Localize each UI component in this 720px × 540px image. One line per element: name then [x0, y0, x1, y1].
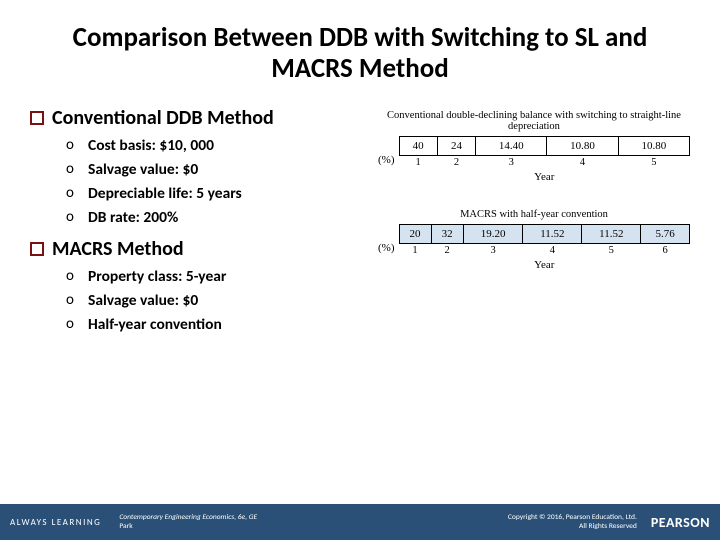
right-column: Conventional double-declining balance wi… [378, 102, 690, 343]
book-title: Contemporary Engineering Economics, 6e, … [119, 513, 508, 531]
macrs-item-0: Property class: 5-year [88, 267, 226, 288]
macrs-year-4: 5 [582, 244, 641, 258]
book-name: Contemporary Engineering Economics, 6e, … [119, 513, 257, 522]
macrs-item-2: Half-year convention [88, 315, 222, 336]
ddb-item-1: Salvage value: $0 [88, 160, 198, 181]
book-author: Park [119, 522, 508, 531]
macrs-year-5: 6 [641, 244, 690, 258]
ddb-year-0: 1 [399, 156, 437, 170]
slide: Comparison Between DDB with Switching to… [0, 0, 720, 540]
macrs-year-2: 3 [463, 244, 523, 258]
macrs-year-0: 1 [399, 244, 431, 258]
copyright-line1: Copyright © 2016, Pearson Education, Ltd… [508, 513, 637, 522]
circle-bullet-icon: o [66, 267, 78, 288]
macrs-year-label: Year [399, 259, 691, 271]
macrs-cell-3: 11.52 [523, 225, 582, 244]
section-title-ddb: Conventional DDB Method [52, 106, 274, 130]
list-item: o Property class: 5-year [66, 267, 368, 288]
macrs-table-caption: MACRS with half-year convention [378, 209, 690, 220]
table-row: 40 24 14.40 10.80 10.80 [399, 137, 690, 156]
ddb-sublist: o Cost basis: $10, 000 o Salvage value: … [30, 136, 368, 229]
pct-label: (%) [378, 154, 399, 166]
ddb-item-3: DB rate: 200% [88, 208, 178, 229]
copyright-line2: All Rights Reserved [508, 522, 637, 531]
checkbox-bullet-icon [30, 111, 44, 125]
always-learning-text: ALWAYS LEARNING [10, 517, 101, 528]
macrs-cell-1: 32 [431, 225, 463, 244]
section-title-macrs: MACRS Method [52, 237, 184, 261]
section-head-macrs: MACRS Method [30, 237, 368, 261]
ddb-cell-3: 10.80 [547, 137, 618, 156]
list-item: o Half-year convention [66, 315, 368, 336]
ddb-year-2: 3 [476, 156, 547, 170]
ddb-table: 40 24 14.40 10.80 10.80 1 2 3 4 [399, 136, 691, 169]
table-row: 1 2 3 4 5 6 [399, 244, 690, 258]
circle-bullet-icon: o [66, 136, 78, 157]
pct-label: (%) [378, 242, 399, 254]
macrs-cell-4: 11.52 [582, 225, 641, 244]
ddb-year-1: 2 [437, 156, 475, 170]
list-item: o Salvage value: $0 [66, 291, 368, 312]
ddb-table-block: Conventional double-declining balance wi… [378, 110, 690, 183]
footer-bar: ALWAYS LEARNING Contemporary Engineering… [0, 504, 720, 540]
ddb-item-0: Cost basis: $10, 000 [88, 136, 214, 157]
circle-bullet-icon: o [66, 291, 78, 312]
ddb-year-label: Year [399, 171, 691, 183]
ddb-table-caption: Conventional double-declining balance wi… [378, 110, 690, 132]
ddb-cell-4: 10.80 [618, 137, 689, 156]
macrs-cell-0: 20 [399, 225, 431, 244]
ddb-year-4: 5 [618, 156, 689, 170]
macrs-year-1: 2 [431, 244, 463, 258]
slide-title: Comparison Between DDB with Switching to… [30, 22, 690, 84]
macrs-table: 20 32 19.20 11.52 11.52 5.76 1 2 3 [399, 224, 691, 257]
macrs-item-1: Salvage value: $0 [88, 291, 198, 312]
ddb-cell-1: 24 [437, 137, 475, 156]
table-row: 1 2 3 4 5 [399, 156, 690, 170]
circle-bullet-icon: o [66, 184, 78, 205]
list-item: o DB rate: 200% [66, 208, 368, 229]
macrs-table-block: MACRS with half-year convention (%) 20 3… [378, 209, 690, 271]
circle-bullet-icon: o [66, 315, 78, 336]
table-row: 20 32 19.20 11.52 11.52 5.76 [399, 225, 690, 244]
circle-bullet-icon: o [66, 160, 78, 181]
macrs-sublist: o Property class: 5-year o Salvage value… [30, 267, 368, 336]
checkbox-bullet-icon [30, 242, 44, 256]
list-item: o Salvage value: $0 [66, 160, 368, 181]
ddb-cell-2: 14.40 [476, 137, 547, 156]
macrs-cell-5: 5.76 [641, 225, 690, 244]
macrs-cell-2: 19.20 [463, 225, 523, 244]
content-area: Conventional DDB Method o Cost basis: $1… [30, 102, 690, 343]
list-item: o Depreciable life: 5 years [66, 184, 368, 205]
copyright-text: Copyright © 2016, Pearson Education, Ltd… [508, 513, 637, 531]
pearson-logo: PEARSON [651, 514, 710, 531]
list-item: o Cost basis: $10, 000 [66, 136, 368, 157]
left-column: Conventional DDB Method o Cost basis: $1… [30, 102, 368, 343]
ddb-item-2: Depreciable life: 5 years [88, 184, 242, 205]
section-head-ddb: Conventional DDB Method [30, 106, 368, 130]
circle-bullet-icon: o [66, 208, 78, 229]
ddb-cell-0: 40 [399, 137, 437, 156]
macrs-year-3: 4 [523, 244, 582, 258]
ddb-year-3: 4 [547, 156, 618, 170]
